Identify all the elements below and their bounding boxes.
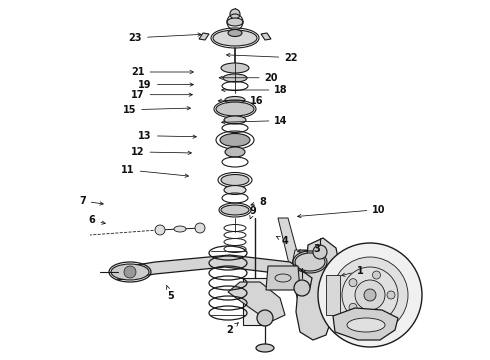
Polygon shape: [261, 33, 271, 40]
Text: 14: 14: [221, 116, 288, 126]
Text: 16: 16: [218, 96, 264, 106]
Circle shape: [364, 289, 376, 301]
Ellipse shape: [256, 344, 274, 352]
Text: 1: 1: [342, 266, 364, 276]
Text: 21: 21: [131, 67, 194, 77]
Polygon shape: [296, 238, 340, 340]
Text: 22: 22: [226, 53, 298, 63]
Ellipse shape: [295, 253, 325, 271]
Text: 2: 2: [226, 323, 238, 336]
Text: 4: 4: [276, 236, 289, 246]
Text: 11: 11: [121, 165, 189, 177]
Ellipse shape: [221, 205, 249, 215]
Polygon shape: [290, 250, 330, 274]
Ellipse shape: [174, 226, 186, 232]
Circle shape: [318, 243, 422, 347]
Ellipse shape: [347, 318, 385, 332]
Ellipse shape: [221, 63, 249, 73]
Circle shape: [332, 257, 408, 333]
Ellipse shape: [227, 18, 243, 26]
Text: 7: 7: [79, 196, 103, 206]
Circle shape: [195, 223, 205, 233]
Ellipse shape: [225, 147, 245, 157]
Ellipse shape: [224, 185, 246, 194]
Ellipse shape: [220, 134, 250, 147]
Text: 20: 20: [219, 73, 278, 83]
Ellipse shape: [221, 175, 249, 185]
Circle shape: [257, 310, 273, 326]
Polygon shape: [326, 275, 340, 315]
Polygon shape: [333, 308, 398, 340]
Circle shape: [349, 303, 357, 311]
Text: 19: 19: [138, 80, 194, 90]
Text: 18: 18: [221, 85, 288, 95]
Ellipse shape: [223, 74, 247, 82]
Text: 17: 17: [131, 90, 193, 100]
Text: 5: 5: [167, 285, 174, 301]
Circle shape: [155, 225, 165, 235]
Polygon shape: [118, 255, 312, 288]
Circle shape: [372, 311, 381, 319]
Polygon shape: [243, 278, 267, 325]
Polygon shape: [228, 282, 285, 322]
Text: 12: 12: [131, 147, 192, 157]
Polygon shape: [199, 33, 209, 40]
Text: 3: 3: [297, 244, 320, 254]
Circle shape: [124, 266, 136, 278]
Circle shape: [313, 245, 327, 259]
Circle shape: [372, 271, 381, 279]
Polygon shape: [266, 266, 300, 290]
Text: 13: 13: [138, 131, 196, 141]
Text: 15: 15: [122, 105, 191, 115]
Text: 6: 6: [89, 215, 105, 225]
Circle shape: [349, 279, 357, 287]
Text: 10: 10: [297, 204, 386, 218]
Ellipse shape: [213, 30, 257, 46]
Circle shape: [294, 280, 310, 296]
Text: 9: 9: [250, 206, 257, 219]
Ellipse shape: [224, 116, 246, 124]
Ellipse shape: [111, 264, 149, 280]
Polygon shape: [278, 218, 315, 318]
Text: 8: 8: [251, 197, 267, 207]
Text: 23: 23: [128, 33, 201, 43]
Circle shape: [230, 9, 240, 19]
Ellipse shape: [225, 96, 245, 104]
Ellipse shape: [228, 30, 242, 36]
Ellipse shape: [216, 102, 254, 116]
Circle shape: [387, 291, 395, 299]
Circle shape: [355, 280, 385, 310]
